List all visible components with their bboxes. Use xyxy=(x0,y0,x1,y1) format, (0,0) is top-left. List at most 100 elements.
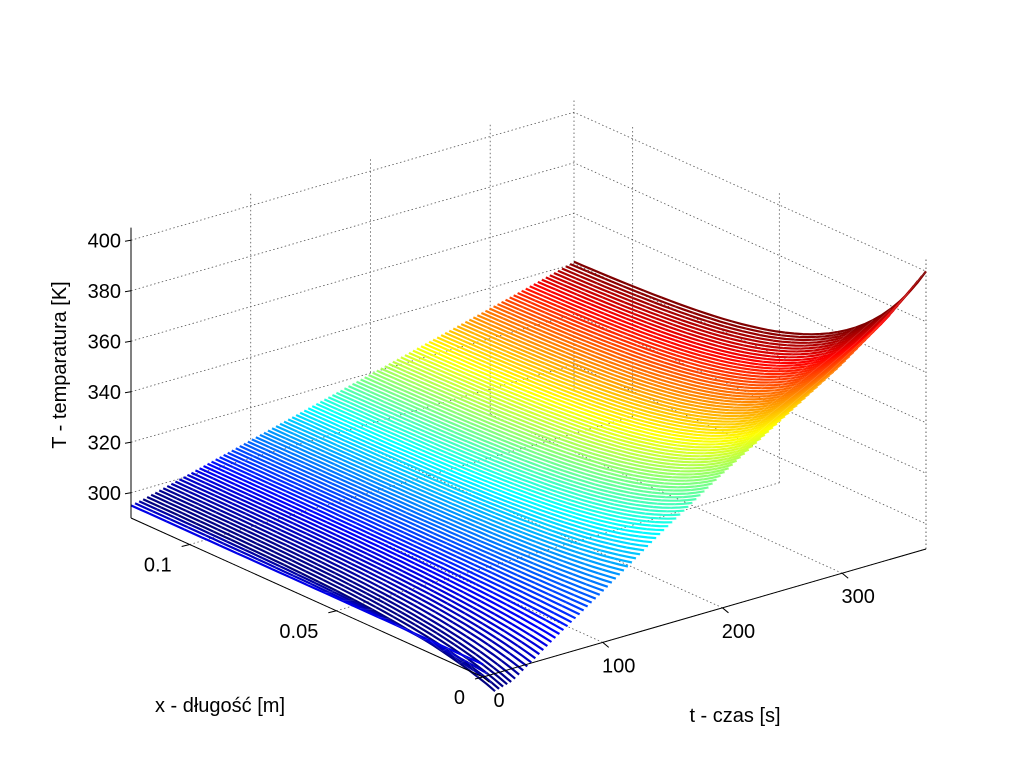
surface-curve xyxy=(319,400,673,524)
surface-curve xyxy=(388,362,742,467)
surface-curve xyxy=(291,416,645,552)
surface-mesh-line xyxy=(201,290,645,538)
surface-curve xyxy=(400,356,754,458)
surface-curve xyxy=(364,376,717,486)
surface-mesh-line xyxy=(482,271,927,692)
z-tick xyxy=(124,340,132,343)
surface-curve xyxy=(472,316,826,406)
surface-curve xyxy=(174,480,528,668)
surface-curve xyxy=(424,342,778,440)
surface-curve xyxy=(384,365,738,470)
t-tick-label: 0 xyxy=(493,690,504,712)
t-tick-label: 200 xyxy=(722,621,755,643)
surface-curve xyxy=(235,447,589,608)
z-tick xyxy=(124,391,132,394)
surface-mesh-line xyxy=(289,321,733,578)
surface-curve xyxy=(460,323,814,415)
t-tick-label: 300 xyxy=(842,586,875,608)
surface-curve xyxy=(311,405,665,532)
surface-curve xyxy=(299,411,653,544)
surface-mesh-line xyxy=(447,308,892,664)
surface-curve xyxy=(561,267,915,344)
surface-curve xyxy=(323,398,677,520)
surface-curve xyxy=(259,433,613,584)
surface-curve xyxy=(307,407,661,536)
z-gridline xyxy=(130,313,927,474)
surface-curve xyxy=(295,413,649,548)
surface-curve xyxy=(335,391,689,509)
surface-curve xyxy=(452,327,806,420)
surface-curve xyxy=(497,303,851,390)
t-axis-label: t - czas [s] xyxy=(689,705,780,727)
surface-curve xyxy=(408,351,762,452)
t-tick xyxy=(602,642,610,648)
surface-curve xyxy=(464,320,818,412)
surface-curve xyxy=(134,502,488,675)
z-tick xyxy=(124,239,132,242)
surface-curve xyxy=(190,471,545,652)
surface-curve xyxy=(178,478,532,664)
surface-curve xyxy=(525,287,879,370)
surface-curve xyxy=(468,318,822,409)
surface-curve xyxy=(501,300,855,387)
surface-curve xyxy=(440,334,794,429)
surface-curve xyxy=(521,289,875,373)
surface-mesh-line xyxy=(236,304,680,554)
z-tick-label: 340 xyxy=(88,382,121,404)
surface-curve xyxy=(541,278,895,359)
surface-curve xyxy=(360,378,713,489)
surface-curve xyxy=(557,269,911,347)
surface-curve xyxy=(436,336,790,432)
surface-curve xyxy=(553,271,907,350)
surface-curve xyxy=(243,442,597,600)
surface-curve xyxy=(247,440,601,596)
surface-mesh-line xyxy=(429,319,874,652)
surface-curve xyxy=(368,373,721,482)
surface-mesh-line xyxy=(394,331,839,630)
t-tick xyxy=(841,572,849,579)
z-tick xyxy=(124,492,132,495)
surface-mesh-line xyxy=(306,325,751,586)
x-tick-label: 0.1 xyxy=(144,555,172,577)
surface-curve xyxy=(456,325,810,418)
surface-curve xyxy=(158,489,512,683)
surface-curve xyxy=(287,418,641,556)
z-tick-label: 360 xyxy=(88,331,121,353)
z-tick-label: 320 xyxy=(88,432,121,454)
surface-curve xyxy=(356,380,709,492)
surface-curve xyxy=(130,504,484,666)
x-tick xyxy=(181,544,190,547)
surface-curve xyxy=(255,436,609,588)
surface-curve xyxy=(223,453,577,620)
surface-curve xyxy=(348,385,701,499)
surface-curve xyxy=(412,349,766,449)
x-tick xyxy=(328,610,337,614)
t-tick xyxy=(482,676,490,683)
surface-mesh-line xyxy=(412,327,856,641)
surface-curve xyxy=(565,265,919,342)
surface-curve xyxy=(549,274,903,353)
z-gridline xyxy=(130,111,927,272)
surface-curve xyxy=(428,340,782,437)
surface-curve xyxy=(239,444,593,604)
surface-curve xyxy=(194,469,549,648)
surface-curve xyxy=(199,467,553,643)
surface-mesh-line xyxy=(166,276,610,522)
surface-curve xyxy=(488,307,843,395)
surface-curve xyxy=(420,345,774,443)
surface-curve xyxy=(404,354,758,455)
surface-curve xyxy=(392,360,746,464)
surface-mesh-line xyxy=(359,333,803,610)
surface-curve xyxy=(529,285,883,367)
surface-curve xyxy=(573,260,927,336)
surface-curve xyxy=(476,314,830,404)
surface-curve xyxy=(331,393,685,513)
surface-curve xyxy=(327,396,681,517)
surface-curve xyxy=(182,476,537,660)
surface-curve xyxy=(279,422,633,564)
t-tick-label: 100 xyxy=(602,655,635,677)
surface-curve xyxy=(162,487,516,680)
surface-curve xyxy=(251,438,605,592)
surface-curve xyxy=(493,305,847,393)
